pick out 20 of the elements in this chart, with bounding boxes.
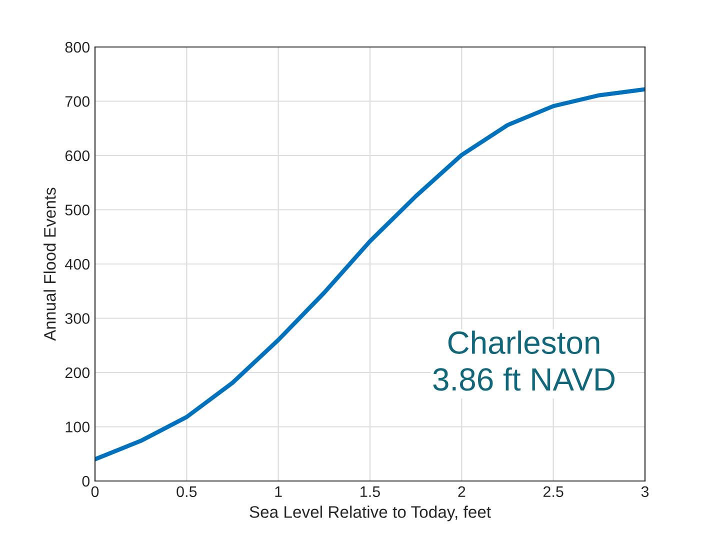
x-tick-label: 1.5	[360, 486, 380, 498]
x-tick-label: 3	[641, 486, 649, 498]
y-tick-label: 800	[65, 42, 90, 53]
y-tick-label: 300	[65, 313, 90, 324]
x-tick-label: 2.5	[543, 486, 564, 498]
y-tick-label: 200	[65, 367, 90, 378]
x-tick-label: 1	[275, 486, 282, 497]
y-tick-label: 500	[65, 204, 90, 216]
y-tick-label: 700	[65, 96, 90, 107]
line-series	[95, 87, 645, 462]
y-tick-label: 0	[82, 476, 90, 487]
y-tick-label: 400	[65, 258, 90, 270]
x-tick-label: 0	[91, 486, 99, 498]
x-axis-title: Sea Level Relative to Today, feet	[250, 506, 491, 522]
x-tick-label: 0.5	[176, 486, 197, 498]
y-tick-label: 100	[66, 422, 90, 432]
annotation: Charleston 3.86 ft NAVD	[433, 330, 615, 391]
x-tick-label: 2	[458, 486, 466, 497]
y-axis-title: Annual Flood Events	[44, 188, 56, 341]
y-tick-label: 600	[65, 150, 90, 162]
